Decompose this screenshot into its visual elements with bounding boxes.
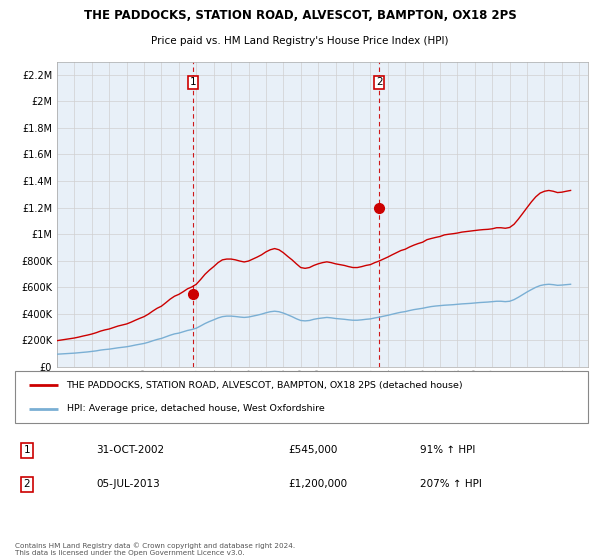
Text: 91% ↑ HPI: 91% ↑ HPI [420, 445, 475, 455]
Text: 31-OCT-2002: 31-OCT-2002 [96, 445, 164, 455]
Text: 05-JUL-2013: 05-JUL-2013 [96, 479, 160, 489]
Text: Contains HM Land Registry data © Crown copyright and database right 2024.
This d: Contains HM Land Registry data © Crown c… [15, 542, 295, 556]
Text: 207% ↑ HPI: 207% ↑ HPI [420, 479, 482, 489]
Text: 1: 1 [190, 77, 197, 87]
Text: HPI: Average price, detached house, West Oxfordshire: HPI: Average price, detached house, West… [67, 404, 325, 413]
Text: 1: 1 [23, 445, 31, 455]
Text: £545,000: £545,000 [288, 445, 337, 455]
Text: Price paid vs. HM Land Registry's House Price Index (HPI): Price paid vs. HM Land Registry's House … [151, 36, 449, 46]
Text: THE PADDOCKS, STATION ROAD, ALVESCOT, BAMPTON, OX18 2PS: THE PADDOCKS, STATION ROAD, ALVESCOT, BA… [83, 9, 517, 22]
Text: 2: 2 [23, 479, 31, 489]
Text: £1,200,000: £1,200,000 [288, 479, 347, 489]
FancyBboxPatch shape [15, 371, 588, 423]
Text: 2: 2 [376, 77, 382, 87]
Text: THE PADDOCKS, STATION ROAD, ALVESCOT, BAMPTON, OX18 2PS (detached house): THE PADDOCKS, STATION ROAD, ALVESCOT, BA… [67, 381, 463, 390]
